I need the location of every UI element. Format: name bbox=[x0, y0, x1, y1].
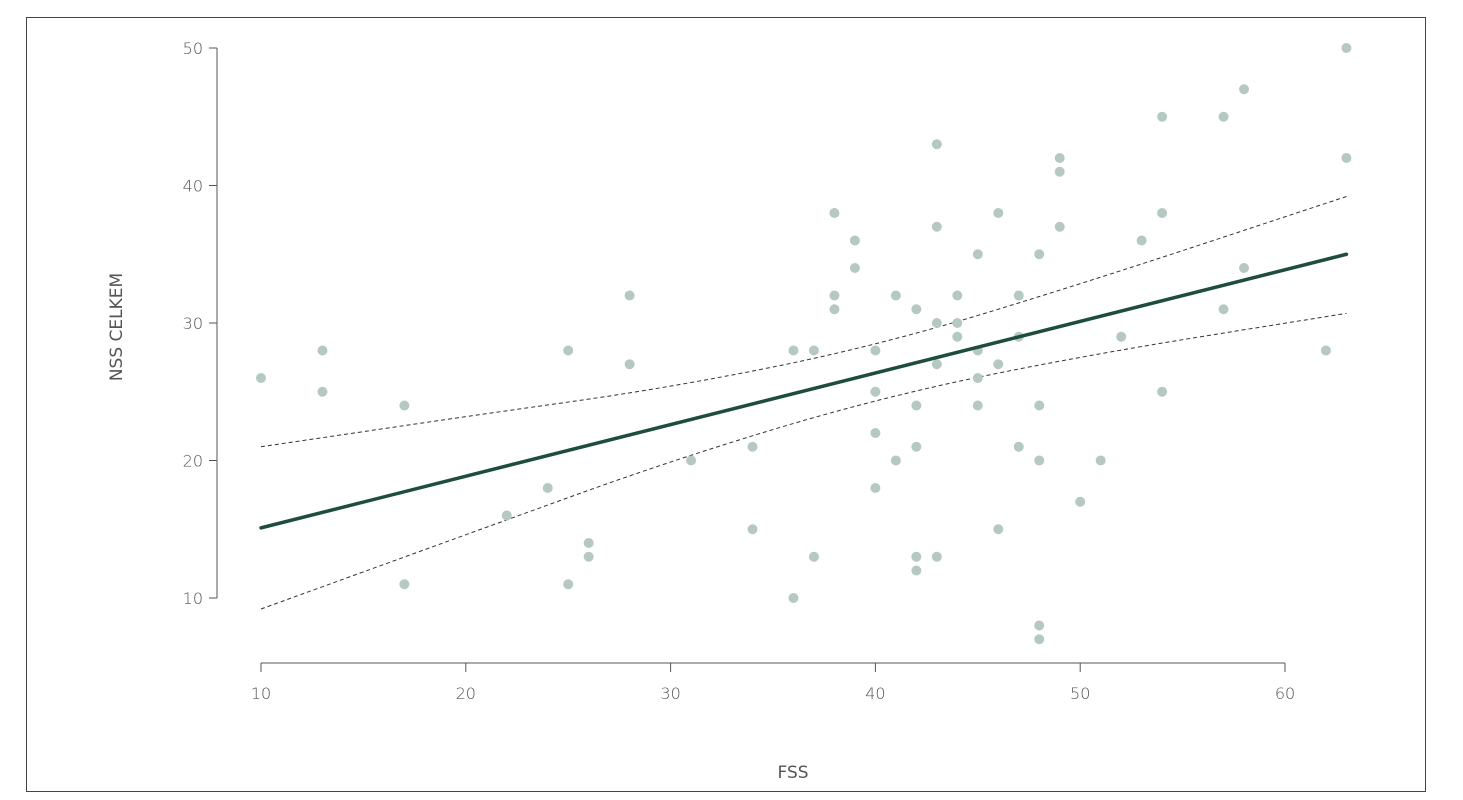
data-point bbox=[911, 565, 922, 576]
data-point bbox=[870, 386, 881, 397]
data-point bbox=[1239, 84, 1250, 95]
data-point bbox=[870, 428, 881, 438]
data-point bbox=[808, 551, 819, 562]
confidence-band bbox=[260, 196, 1347, 610]
data-point bbox=[829, 304, 840, 315]
fit-line bbox=[259, 252, 1349, 530]
data-point bbox=[972, 249, 983, 260]
data-point bbox=[829, 208, 840, 218]
data-point bbox=[1218, 111, 1229, 122]
data-point bbox=[829, 290, 840, 301]
data-point bbox=[399, 579, 410, 590]
data-point bbox=[808, 345, 819, 356]
data-point bbox=[1013, 290, 1024, 301]
axes bbox=[216, 48, 1285, 664]
data-point bbox=[788, 593, 799, 603]
data-point bbox=[911, 400, 922, 411]
data-point bbox=[1034, 400, 1045, 411]
data-point bbox=[911, 441, 922, 452]
data-point bbox=[1136, 235, 1147, 246]
data-point bbox=[952, 331, 963, 342]
data-point bbox=[686, 455, 697, 466]
data-point bbox=[972, 373, 983, 383]
ci-upper-line bbox=[260, 196, 1347, 448]
data-point bbox=[993, 208, 1004, 218]
data-point bbox=[747, 524, 758, 535]
y-tick-label: 20 bbox=[183, 452, 203, 471]
data-point bbox=[993, 359, 1004, 370]
data-point bbox=[1034, 634, 1045, 645]
y-axis-ticks: 10 20 30 40 50 bbox=[183, 39, 217, 608]
data-point bbox=[317, 386, 328, 397]
data-point bbox=[911, 551, 922, 562]
data-point bbox=[870, 483, 881, 493]
y-tick-label: 30 bbox=[183, 314, 203, 333]
y-tick-label: 10 bbox=[183, 589, 203, 608]
data-point bbox=[317, 345, 328, 356]
y-tick-label: 50 bbox=[183, 39, 203, 58]
data-point bbox=[256, 373, 266, 383]
x-tick-label: 50 bbox=[1070, 684, 1090, 703]
x-tick-label: 30 bbox=[660, 684, 680, 703]
x-tick-label: 40 bbox=[865, 684, 885, 703]
data-point bbox=[890, 455, 901, 466]
data-point bbox=[1054, 153, 1065, 163]
data-point bbox=[1013, 441, 1024, 452]
data-point bbox=[563, 345, 574, 356]
data-point bbox=[1054, 166, 1065, 177]
data-point bbox=[747, 441, 758, 452]
data-point bbox=[501, 510, 512, 521]
data-point bbox=[849, 263, 860, 273]
data-point bbox=[993, 524, 1004, 535]
data-point bbox=[624, 359, 635, 370]
data-point bbox=[931, 139, 942, 150]
data-point bbox=[1341, 43, 1352, 53]
data-point bbox=[890, 290, 901, 301]
regression-line bbox=[259, 252, 1349, 530]
data-point bbox=[1054, 221, 1065, 232]
x-tick-label: 20 bbox=[456, 684, 476, 703]
data-point bbox=[583, 551, 594, 562]
data-point bbox=[399, 400, 410, 411]
data-point bbox=[1095, 455, 1106, 466]
data-point bbox=[542, 483, 553, 493]
y-axis-title: NSS CELKEM bbox=[107, 273, 127, 381]
data-point bbox=[788, 345, 799, 356]
data-point bbox=[972, 400, 983, 411]
data-point bbox=[1157, 208, 1168, 218]
x-tick-label: 10 bbox=[251, 684, 271, 703]
data-points bbox=[256, 43, 1352, 645]
data-point bbox=[1034, 620, 1045, 631]
data-point bbox=[1320, 345, 1331, 356]
data-point bbox=[931, 221, 942, 232]
data-point bbox=[1218, 304, 1229, 315]
data-point bbox=[1157, 386, 1168, 397]
data-point bbox=[931, 551, 942, 562]
chart-frame: 10 20 30 40 50 10 20 30 40 50 60 FSS NSS CELKEM bbox=[26, 17, 1426, 792]
data-point bbox=[1034, 455, 1045, 466]
x-axis-ticks: 10 20 30 40 50 60 bbox=[251, 663, 1295, 703]
x-axis-title: FSS bbox=[777, 763, 808, 783]
data-point bbox=[624, 290, 635, 301]
data-point bbox=[931, 318, 942, 328]
data-point bbox=[1034, 249, 1045, 260]
data-point bbox=[952, 318, 963, 328]
data-point bbox=[952, 290, 963, 301]
data-point bbox=[1157, 111, 1168, 122]
data-point bbox=[911, 304, 922, 315]
data-point bbox=[1116, 331, 1127, 342]
x-tick-label: 60 bbox=[1275, 684, 1295, 703]
data-point bbox=[870, 345, 881, 356]
data-point bbox=[931, 359, 942, 370]
ci-lower-line bbox=[260, 312, 1347, 610]
data-point bbox=[849, 235, 860, 246]
data-point bbox=[1075, 496, 1086, 507]
y-tick-label: 40 bbox=[183, 177, 203, 196]
data-point bbox=[1341, 153, 1352, 163]
data-point bbox=[563, 579, 574, 590]
scatter-plot: 10 20 30 40 50 10 20 30 40 50 60 FSS NSS CELKEM bbox=[107, 39, 1352, 783]
data-point bbox=[1239, 263, 1250, 273]
data-point bbox=[583, 538, 594, 548]
